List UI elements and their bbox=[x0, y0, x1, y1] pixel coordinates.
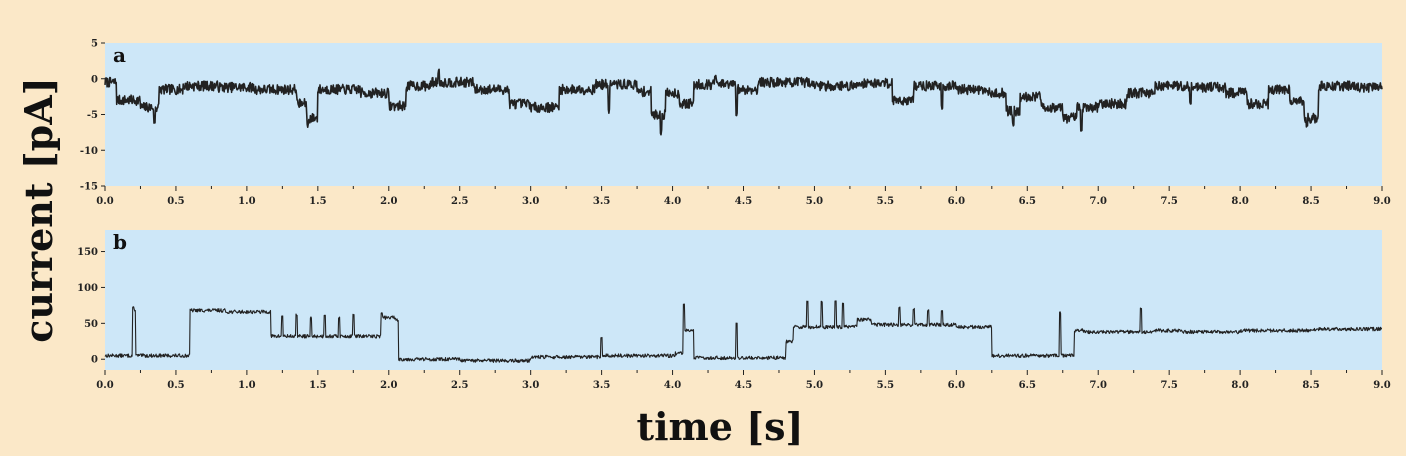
panel-a-x-tick-label: 6.0 bbox=[948, 196, 965, 207]
panel-b-x-tick-label: 0.5 bbox=[167, 380, 184, 391]
panel-a-y-tick-label: 5 bbox=[91, 39, 98, 50]
panel-a-x-tick-label: 5.5 bbox=[877, 196, 894, 207]
panel-a-x-tick-label: 0.5 bbox=[167, 196, 184, 207]
panel-b-x-tick-label: 8.0 bbox=[1231, 380, 1248, 391]
panel-b-x-tick-label: 1.0 bbox=[238, 380, 255, 391]
y-axis-label: current [pA] bbox=[16, 77, 61, 342]
panel-b-y-tick-label: 0 bbox=[91, 355, 98, 366]
panel-a-letter: a bbox=[113, 43, 126, 67]
panel-a-x-tick-label: 7.5 bbox=[1160, 196, 1177, 207]
panel-b-x-tick-label: 6.5 bbox=[1019, 380, 1036, 391]
panel-a-x-tick-label: 2.0 bbox=[380, 196, 397, 207]
panel-a-x-tick-label: 9.0 bbox=[1373, 196, 1390, 207]
panel-b-x-tick-label: 2.0 bbox=[380, 380, 397, 391]
panel-a-x-tick-label: 8.5 bbox=[1302, 196, 1319, 207]
panel-b-y-tick-label: 50 bbox=[84, 319, 98, 330]
panel-b-x-tick-label: 0.0 bbox=[96, 380, 113, 391]
panel-a-x-tick-label: 6.5 bbox=[1019, 196, 1036, 207]
panel-b-trace bbox=[104, 300, 1383, 363]
panel-a: a -15 -10 -5 0 5 0.0 0.5 1.0 1.5 2.0 2.5 3.0 3.5 4.0… bbox=[80, 39, 1391, 208]
panel-b-y-tick-label: 100 bbox=[77, 283, 98, 294]
panel-b-y-axis: 0 50 100 150 bbox=[77, 247, 105, 366]
panel-a-x-tick-label: 1.0 bbox=[238, 196, 255, 207]
panel-a-x-tick-label: 4.5 bbox=[735, 196, 752, 207]
panel-a-x-tick-label: 2.5 bbox=[451, 196, 468, 207]
panel-a-trace bbox=[104, 68, 1383, 136]
panel-b-letter: b bbox=[113, 230, 127, 254]
panel-b: b 0 50 100 150 0.0 0.5 1.0 1.5 2.0 2.5 3.0 3.5 4.0 4… bbox=[77, 230, 1391, 391]
panel-a-x-tick-label: 3.5 bbox=[593, 196, 610, 207]
panel-a-x-tick-label: 0.0 bbox=[96, 196, 113, 207]
panel-b-plot-area bbox=[105, 230, 1382, 370]
panel-a-x-tick-label: 3.0 bbox=[522, 196, 539, 207]
panel-b-x-tick-label: 5.5 bbox=[877, 380, 894, 391]
panel-a-y-tick-label: -5 bbox=[87, 110, 98, 121]
panel-a-y-tick-label: 0 bbox=[91, 74, 98, 85]
panel-b-x-tick-label: 3.5 bbox=[593, 380, 610, 391]
panel-a-y-tick-label: -10 bbox=[80, 146, 98, 157]
panel-a-plot-area bbox=[105, 43, 1382, 186]
panel-b-x-tick-label: 4.0 bbox=[664, 380, 681, 391]
panel-b-x-tick-label: 3.0 bbox=[522, 380, 539, 391]
panel-b-x-tick-label: 8.5 bbox=[1302, 380, 1319, 391]
panel-a-x-tick-label: 7.0 bbox=[1090, 196, 1107, 207]
x-axis-label: time [s] bbox=[637, 404, 804, 449]
panel-a-x-tick-label: 5.0 bbox=[806, 196, 823, 207]
panel-b-x-tick-label: 6.0 bbox=[948, 380, 965, 391]
panel-b-x-tick-label: 5.0 bbox=[806, 380, 823, 391]
panel-b-x-tick-label: 2.5 bbox=[451, 380, 468, 391]
panel-b-x-tick-label: 9.0 bbox=[1373, 380, 1390, 391]
panel-b-x-tick-label: 7.5 bbox=[1160, 380, 1177, 391]
panel-a-x-tick-label: 4.0 bbox=[664, 196, 681, 207]
panel-b-x-axis: 0.0 0.5 1.0 1.5 2.0 2.5 3.0 3.5 4.0 4.5 5.0 5.5 6.0 6… bbox=[96, 370, 1391, 391]
panel-a-x-axis: 0.0 0.5 1.0 1.5 2.0 2.5 3.0 3.5 4.0 4.5 5.0 5.5 6.0 6… bbox=[96, 186, 1391, 207]
panel-a-y-tick-label: -15 bbox=[80, 182, 98, 193]
panel-b-x-tick-label: 4.5 bbox=[735, 380, 752, 391]
panel-a-y-axis: -15 -10 -5 0 5 bbox=[80, 39, 105, 193]
panel-a-x-tick-label: 8.0 bbox=[1231, 196, 1248, 207]
panel-a-x-tick-label: 1.5 bbox=[309, 196, 326, 207]
panel-b-x-tick-label: 7.0 bbox=[1090, 380, 1107, 391]
panel-b-x-tick-label: 1.5 bbox=[309, 380, 326, 391]
panel-b-y-tick-label: 150 bbox=[77, 247, 98, 258]
